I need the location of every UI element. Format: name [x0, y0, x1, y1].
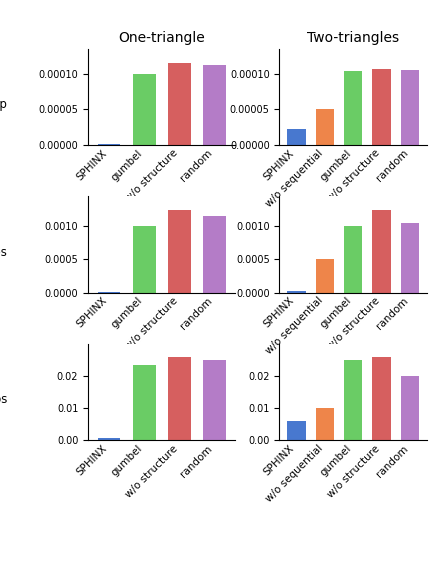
- Bar: [315, 408, 334, 440]
- Bar: [98, 438, 121, 440]
- Bar: [287, 291, 306, 293]
- Bar: [203, 360, 226, 440]
- Bar: [203, 216, 226, 293]
- Text: MSE
1 step: MSE 1 step: [0, 83, 7, 111]
- Bar: [344, 227, 362, 293]
- Bar: [372, 357, 391, 440]
- Bar: [400, 70, 419, 145]
- Bar: [168, 210, 191, 293]
- Bar: [315, 260, 334, 293]
- Bar: [400, 376, 419, 440]
- Bar: [315, 109, 334, 145]
- Bar: [372, 69, 391, 145]
- Bar: [168, 357, 191, 440]
- Text: MSE
25 steps: MSE 25 steps: [0, 378, 7, 406]
- Title: Two-triangles: Two-triangles: [307, 31, 399, 45]
- Bar: [287, 421, 306, 440]
- Bar: [400, 223, 419, 293]
- Bar: [344, 360, 362, 440]
- Bar: [133, 74, 156, 145]
- Bar: [344, 72, 362, 145]
- Text: MSE
5 steps: MSE 5 steps: [0, 231, 7, 259]
- Bar: [372, 210, 391, 293]
- Bar: [287, 129, 306, 145]
- Bar: [133, 365, 156, 440]
- Bar: [168, 63, 191, 145]
- Bar: [133, 227, 156, 293]
- Bar: [203, 65, 226, 145]
- Title: One-triangle: One-triangle: [118, 31, 205, 45]
